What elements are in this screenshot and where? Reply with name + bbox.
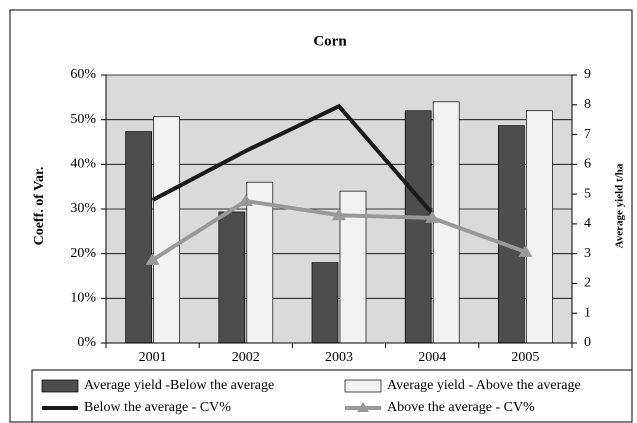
y2-tick-label: 8 — [584, 97, 591, 112]
marker — [518, 244, 533, 257]
y-tick-label: 10% — [70, 291, 96, 306]
bar — [526, 110, 553, 344]
legend — [31, 369, 633, 423]
bar — [125, 131, 152, 344]
marker — [145, 252, 160, 265]
x-tick-label: 2005 — [511, 350, 539, 365]
y2-tick-label: 1 — [584, 305, 591, 320]
y2-tick-label: 4 — [584, 216, 591, 231]
y2-tick-label: 0 — [584, 335, 591, 350]
y-tick-label: 30% — [70, 201, 96, 216]
legend-marker — [357, 402, 369, 412]
legend-swatch — [41, 379, 79, 393]
chart-title: Corn — [313, 33, 347, 49]
bar — [311, 262, 339, 344]
legend-swatch — [344, 379, 382, 393]
y-tick-label: 50% — [70, 112, 96, 127]
x-tick-label: 2004 — [418, 350, 446, 365]
bar — [218, 211, 246, 344]
bar — [498, 125, 525, 344]
y-tick-label: 40% — [70, 157, 96, 172]
y2-tick-label: 7 — [584, 127, 591, 142]
legend-label: Average yield -Below the average — [84, 378, 274, 393]
line — [151, 103, 434, 215]
marker — [332, 208, 346, 221]
y2-tick-label: 5 — [584, 186, 591, 201]
legend-label: Below the average - CV% — [84, 400, 231, 415]
x-tick-label: 2003 — [325, 350, 353, 365]
y-tick-label: 20% — [70, 246, 96, 261]
y-axis-label: Coeff. of Var. — [32, 167, 47, 246]
marker — [425, 210, 440, 223]
y-tick-label: 0% — [77, 335, 96, 350]
x-tick-label: 2002 — [232, 350, 260, 365]
y2-tick-label: 6 — [584, 157, 591, 172]
bar — [153, 116, 180, 344]
y2-tick-label: 2 — [584, 276, 591, 291]
legend-label: Average yield - Above the average — [387, 378, 581, 393]
y2-axis-label: Average yield t/ha — [614, 163, 626, 248]
legend-label: Above the average - CV% — [387, 400, 535, 415]
bar — [404, 110, 432, 344]
y2-tick-label: 3 — [584, 246, 591, 261]
y-tick-label: 60% — [70, 67, 96, 82]
marker — [238, 193, 253, 206]
x-tick-label: 2001 — [139, 350, 167, 365]
y2-tick-label: 9 — [584, 67, 591, 82]
